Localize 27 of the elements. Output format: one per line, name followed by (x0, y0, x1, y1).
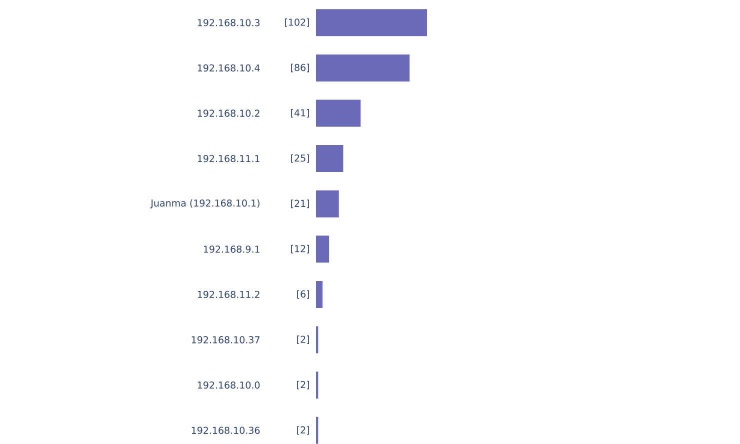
y-tick-label: 192.168.10.36 (192, 426, 260, 434)
y-tick-label: 192.168.10.2 (198, 110, 260, 117)
bar (316, 54, 410, 82)
data-label: [2] (297, 426, 309, 435)
data-label: [25] (291, 154, 309, 163)
y-tick-label: 192.168.10.4 (198, 64, 260, 72)
bar (316, 100, 361, 127)
y-tick-label: Juanma (192.168.10.1) (150, 199, 260, 208)
bar (316, 236, 330, 263)
data-label: [86] (291, 64, 309, 72)
y-tick-label: 192.168.10.37 (192, 336, 260, 344)
y-tick-label: 192.168.9.1 (204, 246, 260, 253)
data-label: [6] (297, 290, 309, 299)
bar (316, 190, 339, 218)
data-label: [12] (291, 244, 309, 254)
bar (316, 145, 344, 172)
data-label: [41] (291, 109, 309, 118)
data-label: [102] (285, 18, 309, 27)
data-label: [21] (291, 200, 309, 208)
bar (316, 9, 427, 36)
data-label: [2] (297, 380, 309, 390)
bar (316, 281, 323, 308)
y-tick-label: 192.168.11.1 (198, 155, 260, 162)
data-label: [2] (297, 336, 309, 344)
y-tick-label: 192.168.10.3 (198, 19, 260, 26)
y-tick-label: 192.168.10.0 (198, 382, 260, 389)
y-tick-label: 192.168.11.2 (198, 290, 260, 298)
